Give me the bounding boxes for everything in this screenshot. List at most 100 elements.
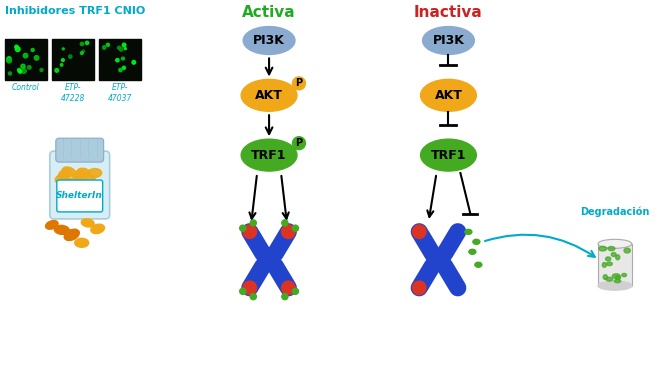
Ellipse shape [118, 46, 121, 49]
Ellipse shape [7, 57, 11, 61]
Ellipse shape [62, 167, 76, 177]
Text: Activa: Activa [242, 5, 296, 20]
Text: PI3K: PI3K [253, 34, 285, 47]
Ellipse shape [34, 55, 39, 60]
Ellipse shape [77, 168, 91, 177]
Ellipse shape [31, 49, 34, 52]
Ellipse shape [622, 273, 627, 277]
Text: ETP-
47037: ETP- 47037 [107, 83, 132, 103]
Ellipse shape [413, 225, 426, 238]
Ellipse shape [469, 249, 476, 254]
Ellipse shape [45, 220, 58, 229]
Text: ETP-
47228: ETP- 47228 [60, 83, 85, 103]
Ellipse shape [40, 68, 43, 71]
Ellipse shape [62, 48, 64, 50]
Ellipse shape [603, 275, 608, 279]
Text: Inactiva: Inactiva [414, 5, 483, 20]
Ellipse shape [88, 169, 102, 177]
Ellipse shape [282, 293, 288, 300]
Text: AKT: AKT [434, 89, 463, 102]
Text: PI3K: PI3K [432, 34, 464, 47]
Ellipse shape [28, 66, 31, 69]
Ellipse shape [122, 57, 125, 60]
Text: P: P [296, 78, 302, 89]
Ellipse shape [611, 252, 616, 256]
Ellipse shape [132, 60, 135, 64]
Ellipse shape [240, 225, 246, 231]
Ellipse shape [241, 79, 297, 111]
Ellipse shape [71, 176, 85, 185]
Ellipse shape [599, 246, 606, 251]
Text: AKT: AKT [255, 89, 283, 102]
Ellipse shape [465, 230, 472, 234]
Ellipse shape [250, 220, 256, 226]
Ellipse shape [22, 69, 26, 73]
Text: Inhibidores TRF1 CNIO: Inhibidores TRF1 CNIO [5, 6, 145, 16]
Text: TRF1: TRF1 [252, 149, 287, 162]
FancyBboxPatch shape [50, 151, 110, 219]
Ellipse shape [243, 27, 295, 54]
Ellipse shape [106, 43, 110, 46]
Ellipse shape [64, 229, 79, 241]
Ellipse shape [60, 178, 74, 187]
Ellipse shape [15, 47, 20, 52]
Ellipse shape [624, 248, 630, 253]
Ellipse shape [241, 139, 297, 171]
Ellipse shape [85, 41, 89, 44]
Ellipse shape [55, 225, 69, 234]
Ellipse shape [75, 238, 89, 247]
Ellipse shape [243, 281, 256, 294]
Ellipse shape [606, 257, 611, 261]
Ellipse shape [80, 42, 83, 46]
Text: Control: Control [12, 83, 40, 92]
Bar [5, 38, 47, 81]
Ellipse shape [23, 54, 28, 58]
Ellipse shape [614, 279, 621, 283]
Ellipse shape [616, 255, 620, 260]
Ellipse shape [116, 59, 119, 62]
Ellipse shape [83, 188, 97, 197]
Ellipse shape [606, 262, 612, 266]
Ellipse shape [243, 225, 256, 238]
Ellipse shape [119, 68, 122, 72]
Ellipse shape [82, 174, 95, 184]
Bar [99, 38, 141, 81]
Ellipse shape [598, 239, 632, 248]
Ellipse shape [292, 137, 306, 150]
Ellipse shape [292, 77, 306, 90]
Ellipse shape [250, 293, 256, 300]
Text: ShelterIn: ShelterIn [57, 192, 103, 201]
Ellipse shape [292, 288, 298, 294]
Ellipse shape [18, 70, 22, 73]
Ellipse shape [55, 68, 58, 72]
Ellipse shape [124, 48, 126, 50]
Ellipse shape [55, 174, 69, 184]
Ellipse shape [62, 59, 64, 62]
Ellipse shape [598, 281, 632, 290]
FancyBboxPatch shape [57, 180, 102, 212]
Ellipse shape [608, 247, 615, 251]
Ellipse shape [58, 169, 72, 179]
Text: P: P [296, 138, 302, 148]
Ellipse shape [73, 170, 87, 179]
Ellipse shape [292, 225, 298, 231]
Ellipse shape [420, 79, 476, 111]
Ellipse shape [18, 68, 20, 71]
Ellipse shape [606, 277, 613, 281]
Text: TRF1: TRF1 [431, 149, 466, 162]
Ellipse shape [122, 43, 126, 47]
Ellipse shape [80, 52, 83, 54]
Text: Degradación: Degradación [580, 207, 650, 217]
Ellipse shape [616, 276, 621, 280]
Ellipse shape [282, 220, 288, 226]
Ellipse shape [81, 219, 94, 227]
Bar [52, 38, 94, 81]
Ellipse shape [68, 55, 72, 58]
Ellipse shape [473, 239, 480, 244]
Ellipse shape [82, 50, 85, 52]
Ellipse shape [240, 288, 246, 294]
Ellipse shape [91, 224, 104, 234]
Bar [598, 244, 632, 286]
Ellipse shape [420, 139, 476, 171]
Ellipse shape [7, 58, 12, 63]
